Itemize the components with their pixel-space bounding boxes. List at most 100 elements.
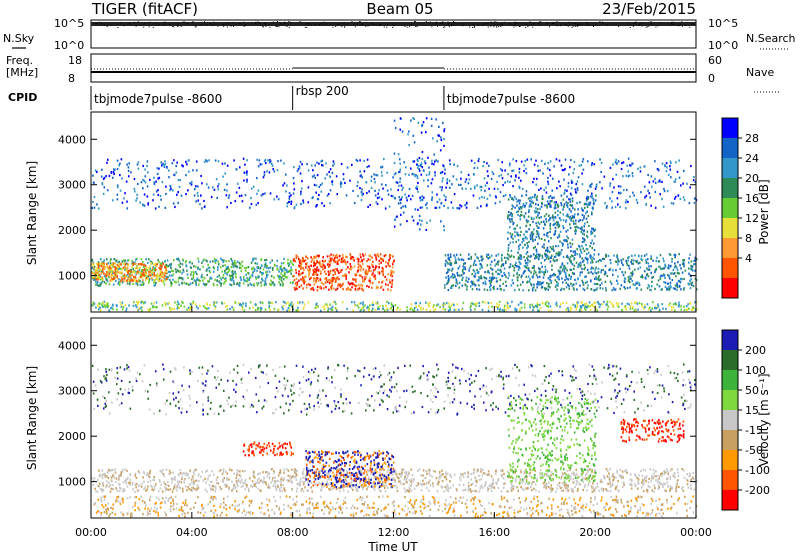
power-cell xyxy=(688,257,690,260)
power-cell xyxy=(351,286,353,289)
power-cell xyxy=(398,158,401,161)
power-cell xyxy=(369,304,371,307)
power-cell xyxy=(137,182,139,186)
power-cell xyxy=(457,207,459,210)
power-cell xyxy=(296,281,299,284)
power-cell xyxy=(577,176,580,179)
power-cell xyxy=(105,175,107,178)
noise-dot xyxy=(556,25,558,27)
power-cell xyxy=(632,272,634,276)
power-cell xyxy=(545,213,548,216)
power-cell xyxy=(654,177,656,181)
power-cell xyxy=(489,263,492,266)
power-cell xyxy=(331,171,334,175)
power-cell xyxy=(592,267,594,270)
power-cell xyxy=(175,164,178,168)
power-cell xyxy=(454,261,457,265)
power-cell xyxy=(94,169,97,172)
power-cell xyxy=(420,308,422,311)
power-cell xyxy=(630,260,632,264)
power-cell xyxy=(353,301,356,304)
power-cell xyxy=(547,288,550,291)
power-cell xyxy=(132,275,135,278)
power-cell xyxy=(392,255,394,258)
power-cell xyxy=(584,308,587,311)
power-cell xyxy=(159,266,162,269)
power-cell xyxy=(96,280,99,283)
noise-dot xyxy=(341,26,343,28)
power-cell xyxy=(524,212,527,215)
power-cell xyxy=(371,256,373,259)
power-cell xyxy=(341,274,344,277)
power-cell xyxy=(124,263,127,266)
power-cell xyxy=(447,256,450,259)
power-cell xyxy=(518,273,521,277)
noise-dot xyxy=(359,21,361,23)
power-cell xyxy=(252,259,254,262)
power-cell xyxy=(390,269,392,272)
power-cell xyxy=(549,256,552,259)
power-cell xyxy=(226,164,229,167)
power-cell xyxy=(560,288,562,292)
power-cell xyxy=(568,223,571,226)
power-cell xyxy=(326,194,329,197)
power-cell xyxy=(473,270,476,273)
power-cell xyxy=(134,280,136,283)
power-cell xyxy=(347,281,350,284)
power-cell xyxy=(494,202,497,205)
power-cell xyxy=(297,306,299,309)
power-cell xyxy=(191,277,193,280)
power-cell xyxy=(497,307,499,310)
power-cell xyxy=(604,202,606,205)
power-cell xyxy=(132,261,135,264)
power-cell xyxy=(366,284,368,288)
power-cell xyxy=(510,254,513,257)
power-cell xyxy=(667,266,669,269)
power-cell xyxy=(262,279,264,282)
power-cell xyxy=(635,301,638,304)
power-cell xyxy=(518,171,521,174)
power-cell xyxy=(169,278,171,282)
power-cell xyxy=(675,275,677,278)
power-cell xyxy=(554,285,557,288)
power-cell xyxy=(510,234,513,238)
power-cell xyxy=(550,274,552,277)
power-cell xyxy=(459,253,462,256)
power-cell xyxy=(527,268,530,272)
noise-dot xyxy=(639,24,641,26)
power-cell xyxy=(329,257,332,260)
power-cell xyxy=(604,271,607,275)
power-cell xyxy=(250,261,253,264)
power-cell xyxy=(573,288,575,291)
power-cell xyxy=(419,302,421,305)
power-cell xyxy=(176,257,178,261)
power-cell xyxy=(252,306,255,309)
power-cell xyxy=(533,177,535,180)
power-cell xyxy=(150,262,153,265)
power-cell xyxy=(271,164,274,167)
power-cell xyxy=(408,173,410,176)
power-cell xyxy=(97,261,100,264)
power-cell xyxy=(391,283,393,286)
power-cell xyxy=(480,274,482,278)
power-cell xyxy=(572,250,575,253)
power-cell xyxy=(570,179,573,182)
power-cell xyxy=(325,303,328,306)
power-cell xyxy=(471,288,474,291)
power-cell xyxy=(544,301,547,305)
power-cell xyxy=(589,254,592,257)
power-cell xyxy=(462,301,465,304)
power-cell xyxy=(122,306,125,309)
power-cell xyxy=(688,201,691,205)
power-cell xyxy=(160,273,163,277)
power-cell xyxy=(246,277,248,280)
power-cell xyxy=(385,278,388,281)
power-cell xyxy=(682,196,685,199)
power-cell xyxy=(125,279,127,283)
power-cell xyxy=(567,229,569,232)
power-cell xyxy=(672,287,675,290)
power-cell xyxy=(292,259,295,262)
noise-dot xyxy=(639,23,641,25)
power-cell xyxy=(695,258,698,261)
power-cell xyxy=(536,164,539,168)
